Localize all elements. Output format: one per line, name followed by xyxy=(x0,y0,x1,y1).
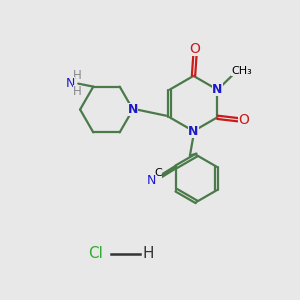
Text: H: H xyxy=(73,69,82,82)
Text: CH₃: CH₃ xyxy=(231,66,252,76)
Text: Cl: Cl xyxy=(88,246,104,261)
Text: N: N xyxy=(188,124,199,138)
Text: O: O xyxy=(190,42,200,56)
Text: O: O xyxy=(238,113,249,127)
Text: H: H xyxy=(73,85,82,98)
Text: N: N xyxy=(212,83,223,96)
Text: H: H xyxy=(143,246,154,261)
Text: C: C xyxy=(154,168,162,178)
Text: N: N xyxy=(146,174,156,187)
Text: N: N xyxy=(65,76,75,89)
Text: N: N xyxy=(128,103,138,116)
